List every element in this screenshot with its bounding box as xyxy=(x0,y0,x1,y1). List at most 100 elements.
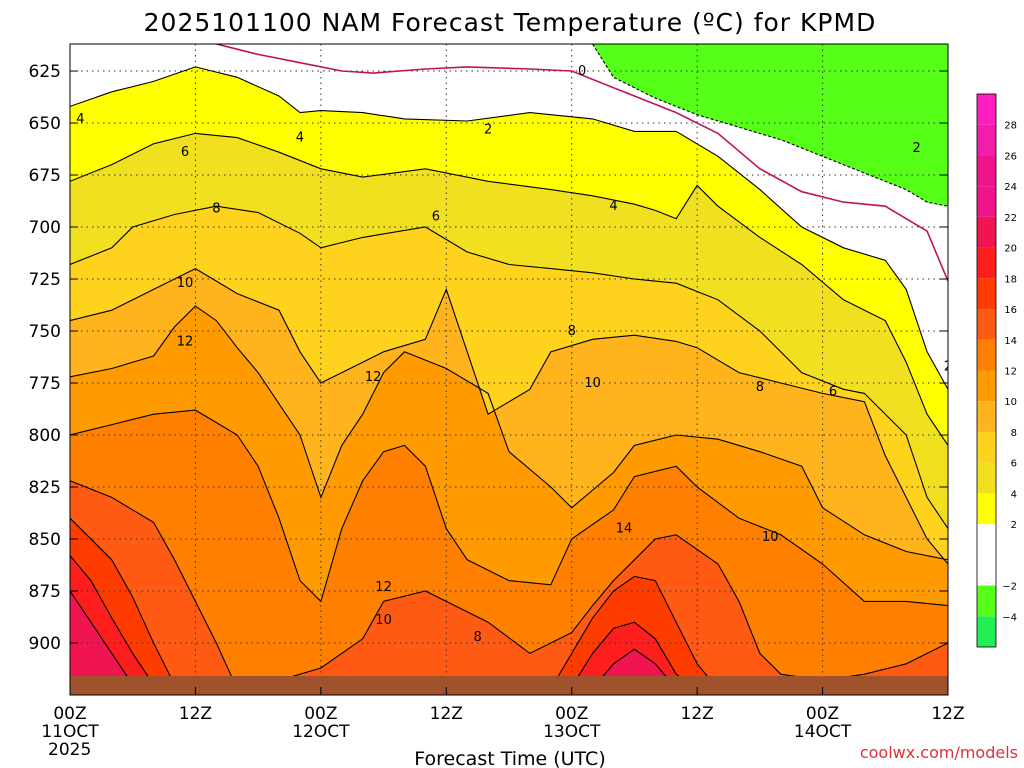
contour-label: 2 xyxy=(484,122,492,137)
contour-label: 10 xyxy=(584,376,601,391)
contour-label: 12 xyxy=(375,580,392,595)
y-tick-label: 650 xyxy=(29,114,61,134)
band-fill--2 xyxy=(70,44,948,207)
x-tick-label: 00Z xyxy=(555,704,588,724)
colorbar-swatch xyxy=(977,216,996,248)
contour-line-12 xyxy=(70,409,948,607)
x-tick-label: 00Z xyxy=(53,704,86,724)
x-tick-label: 13OCT xyxy=(543,722,601,742)
x-tick-label: 00Z xyxy=(304,704,337,724)
contour-label: 8 xyxy=(474,630,482,645)
colorbar-label: −4 xyxy=(1002,612,1017,623)
colorbar-swatch xyxy=(977,124,996,156)
contour-label: 2 xyxy=(944,359,952,374)
x-tick-label: 12Z xyxy=(430,704,463,724)
y-tick-label: 850 xyxy=(29,530,61,550)
contour-label: 4 xyxy=(76,112,84,127)
x-tick-label: 12Z xyxy=(681,704,714,724)
contour-label: 6 xyxy=(829,384,837,399)
y-tick-label: 675 xyxy=(29,166,61,186)
contour-labels: 0 4 4 2 6 2 4 8 6 10 12 8 12 10 8 6 2 14 10 12 10 8 xyxy=(76,64,952,645)
contour-line-16 xyxy=(70,517,719,690)
colorbar-swatch xyxy=(977,370,996,402)
contour-label: 6 xyxy=(181,145,189,160)
contour-label: 8 xyxy=(212,201,220,216)
y-tick-label: 625 xyxy=(29,62,61,82)
contour-line-2 xyxy=(70,66,948,390)
contour-line-0 xyxy=(216,44,948,282)
colorbar-label: 12 xyxy=(1004,367,1017,378)
colorbar-label: 24 xyxy=(1004,182,1017,193)
y-tick-label: 900 xyxy=(29,634,61,654)
chart-title: 2025101100 NAM Forecast Temperature (ºC)… xyxy=(144,8,877,37)
contour-label: 12 xyxy=(365,370,382,385)
contour-line-14 xyxy=(70,480,948,690)
colorbar-label: 16 xyxy=(1004,305,1017,316)
colorbar: 28 26 24 22 20 18 16 14 12 10 8 6 4 2 −2 −4 xyxy=(976,93,1017,648)
contour-label: 10 xyxy=(762,530,779,545)
contour-line-18 xyxy=(70,555,698,690)
colorbar-label: 8 xyxy=(1011,428,1017,439)
contour-label: 0 xyxy=(578,64,586,79)
temperature-fill-bands xyxy=(70,44,948,695)
x-tick-label: 14OCT xyxy=(794,722,852,742)
x-tick-label: 2025 xyxy=(48,740,91,760)
colorbar-swatch xyxy=(977,524,996,586)
contour-label: 4 xyxy=(609,199,617,214)
contour-line-6 xyxy=(70,205,948,529)
colorbar-label: 6 xyxy=(1011,459,1017,470)
colorbar-label: 14 xyxy=(1004,336,1017,347)
colorbar-swatch xyxy=(977,339,996,371)
plot-area: 0 4 4 2 6 2 4 8 6 10 12 8 12 10 8 6 2 14 10 12 10 8 xyxy=(70,44,952,695)
x-tick-label: 00Z xyxy=(806,704,839,724)
y-tick-label: 800 xyxy=(29,426,61,446)
plot-frame xyxy=(69,43,949,696)
contour-lines xyxy=(70,44,948,690)
contour-line-8 xyxy=(70,267,948,565)
colorbar-label: 4 xyxy=(1011,489,1017,500)
colorbar-swatch xyxy=(977,616,996,647)
contour-line-4 xyxy=(70,132,948,446)
contour-line--2 xyxy=(592,44,948,207)
colorbar-label: 22 xyxy=(1004,213,1017,224)
colorbar-swatch xyxy=(977,278,996,310)
contour-label: 6 xyxy=(432,210,440,225)
colorbar-swatch xyxy=(977,186,996,217)
colorbar-label: −2 xyxy=(1002,582,1017,593)
y-tick-label: 875 xyxy=(29,582,61,602)
y-tick-label: 725 xyxy=(29,270,61,290)
x-tick-label: 12Z xyxy=(931,704,964,724)
colorbar-label: 2 xyxy=(1011,520,1017,531)
y-tick-label: 825 xyxy=(29,478,61,498)
colorbar-swatch xyxy=(977,155,996,187)
colorbar-swatch xyxy=(977,462,996,494)
colorbar-swatch xyxy=(977,309,996,340)
colorbar-label: 26 xyxy=(1004,151,1017,162)
x-tick-label: 12OCT xyxy=(292,722,350,742)
y-tick-label: 700 xyxy=(29,218,61,238)
contour-label: 14 xyxy=(616,522,633,537)
colorbar-swatch xyxy=(977,247,996,279)
colorbar-swatch xyxy=(977,431,996,463)
colorbar-frame xyxy=(976,93,997,648)
colorbar-swatch xyxy=(977,585,996,617)
y-axis-ticks: 625 650 675 700 725 750 775 800 825 850 875 900 xyxy=(29,62,948,654)
contour-label: 8 xyxy=(756,380,764,395)
contour-label: 2 xyxy=(913,141,921,156)
colorbar-label: 20 xyxy=(1004,244,1017,255)
x-tick-label: 12Z xyxy=(179,704,212,724)
colorbar-swatch xyxy=(977,94,996,125)
watermark: coolwx.com/models xyxy=(860,743,1018,762)
y-tick-label: 775 xyxy=(29,374,61,394)
contour-label: 4 xyxy=(296,131,304,146)
contour-label: 12 xyxy=(177,334,194,349)
colorbar-label: 18 xyxy=(1004,274,1017,285)
contour-line-10 xyxy=(70,305,948,561)
colorbar-label: 28 xyxy=(1004,121,1017,132)
contour-label: 8 xyxy=(568,324,576,339)
x-tick-label: 11OCT xyxy=(41,722,99,742)
colorbar-label: 10 xyxy=(1004,397,1017,408)
terrain-ground xyxy=(70,676,948,695)
y-tick-label: 750 xyxy=(29,322,61,342)
